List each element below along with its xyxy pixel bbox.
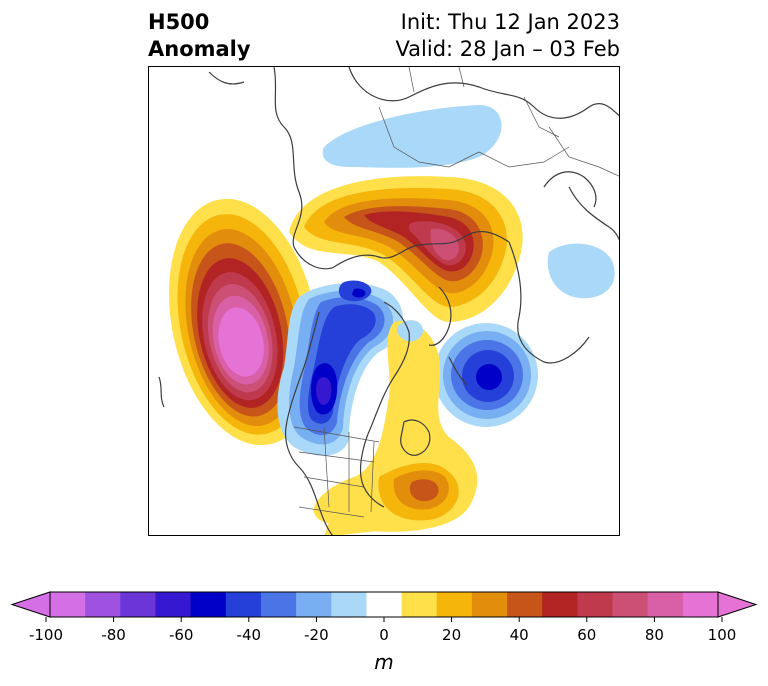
colorbar-tick-label: -20 [304,626,329,644]
colorbar-tick-label: -100 [28,626,64,644]
colorbar-segment [577,592,614,617]
colorbar-segment [682,592,719,617]
colorbar-tick-label: 100 [707,626,737,644]
eurasia-troughs [322,105,615,299]
colorbar-segment [225,592,262,617]
colorbar-tick-label: 80 [644,626,664,644]
colorbar-segment [85,592,121,617]
arctic-blue-patch [396,320,424,342]
eastern-us-ridge [313,321,478,535]
title-variable: H500 [148,10,210,34]
colorbar-extend-min [10,591,51,618]
anomaly-map [148,66,620,536]
colorbar-tick-label: -80 [101,626,126,644]
valid-period: Valid: 28 Jan – 03 Feb [395,37,620,61]
colorbar-unit: m [374,650,394,674]
north-atlantic-trough [434,323,538,427]
colorbar-tick-label: 40 [509,626,529,644]
title-block-right: Init: Thu 12 Jan 2023 Valid: 28 Jan – 03… [395,9,620,63]
colorbar-tick-label: -40 [236,626,262,644]
colorbar-segment [120,592,156,617]
colorbar-tick-label: 0 [379,626,389,644]
country-borders [293,67,619,518]
colorbar-tick-label: 20 [442,626,462,644]
map-canvas [158,67,619,535]
colorbar-extend-max [717,591,758,618]
colorbar-segment [612,592,649,617]
colorbar-segment [366,592,403,617]
colorbar-segment [542,592,578,617]
init-time: Init: Thu 12 Jan 2023 [400,10,620,34]
colorbar-segment [401,592,438,617]
colorbar-segment [260,592,297,617]
title-field: Anomaly [148,37,251,61]
colorbar-tick-label: -60 [168,626,194,644]
title-block-left: H500 Anomaly [148,9,251,63]
colorbar-segment [471,592,508,617]
colorbar-segment [647,592,684,617]
ne-pacific-ridge [168,198,320,446]
colorbar-segment [507,592,543,617]
colorbar: -100 -80 -60 -40 -20 0 20 40 60 80 100 m [0,580,768,680]
colorbar-graphic [10,591,758,622]
colorbar-segment [155,592,192,617]
colorbar-segment [190,592,227,617]
colorbar-tick-label: 60 [577,626,597,644]
colorbar-segment [436,592,473,617]
colorbar-segment [331,592,367,617]
colorbar-segment [50,592,86,617]
colorbar-segment [296,592,332,617]
